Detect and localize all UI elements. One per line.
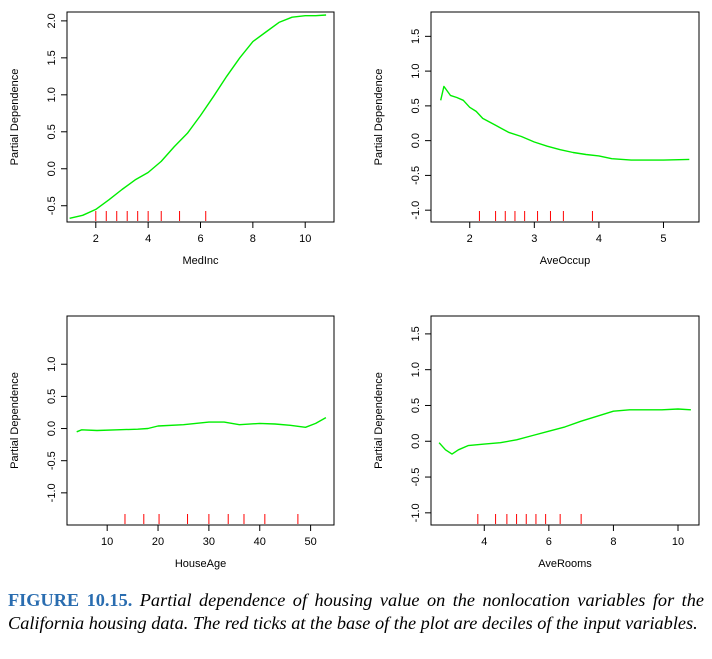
y-tick-label: 0.0 [410, 434, 422, 449]
y-tick-label: -0.5 [46, 196, 58, 215]
panel-3: 10 20 30 40 50 -1.0 -0.5 0.0 0.5 1.0 HouseAge Parti… [9, 315, 335, 570]
x-tick-label: 50 [304, 536, 316, 548]
x-axis-label: AveOccup [540, 255, 591, 267]
partial-dependence-line [76, 416, 327, 433]
y-tick-label: -1.0 [410, 503, 422, 522]
y-tick-label: 0.0 [46, 161, 58, 176]
y-axis-label: Partial Dependence [9, 69, 21, 166]
y-axis-label: Partial Dependence [373, 69, 385, 166]
x-tick-label: 8 [610, 536, 616, 548]
y-tick-label: 0.0 [410, 133, 422, 148]
x-tick-label: 10 [101, 536, 113, 548]
caption-label: FIGURE 10.15. [8, 590, 133, 610]
x-tick-label: 10 [299, 233, 311, 245]
y-axis-label: Partial Dependence [9, 372, 21, 469]
x-tick-label: 10 [672, 536, 684, 548]
x-tick-label: 4 [481, 536, 487, 548]
plot-frame [66, 11, 335, 223]
y-tick-label: 1.0 [410, 362, 422, 377]
x-tick-label: 4 [596, 233, 602, 245]
y-tick-label: 2.0 [46, 13, 58, 28]
y-axis-label: Partial Dependence [373, 372, 385, 469]
plot-frame [430, 11, 700, 223]
y-tick-label: -0.5 [46, 451, 58, 470]
y-tick-label: 1.0 [410, 63, 422, 78]
x-axis-label: AveRooms [538, 558, 592, 570]
x-tick-label: 5 [660, 233, 666, 245]
y-tick-label: 0.5 [46, 124, 58, 139]
x-tick-label: 20 [152, 536, 164, 548]
x-tick-label: 6 [197, 233, 203, 245]
x-tick-label: 2 [93, 233, 99, 245]
figure-plots: 2 4 6 8 10 -0.5 0.0 0.5 1.0 1.5 2.0 MedInc Partial D… [9, 11, 700, 570]
x-axis-label: HouseAge [175, 558, 226, 570]
panel-1: 2 4 6 8 10 -0.5 0.0 0.5 1.0 1.5 2.0 MedInc Partial D… [9, 11, 335, 267]
y-tick-label: 1.0 [46, 87, 58, 102]
x-tick-label: 8 [250, 233, 256, 245]
y-tick-label: -1.0 [46, 483, 58, 502]
figure-caption: FIGURE 10.15. Partial dependence of hous… [8, 589, 704, 635]
y-tick-label: 0.5 [410, 98, 422, 113]
x-axis-label: MedInc [182, 255, 219, 267]
partial-dependence-line [438, 408, 691, 455]
partial-dependence-line [69, 14, 327, 219]
x-tick-label: 6 [546, 536, 552, 548]
y-tick-label: 0.5 [46, 389, 58, 404]
x-tick-label: 30 [203, 536, 215, 548]
panel-4: 4 6 8 10 -1.0 -0.5 0.0 0.5 1.0 1.5 AveRooms Partial… [373, 315, 700, 570]
plot-frame [430, 315, 700, 526]
panel-2: 2 3 4 5 -1.0 -0.5 0.0 0.5 1.0 1.5 AveOccup Partial … [373, 11, 700, 267]
y-tick-label: 1.5 [410, 29, 422, 44]
x-tick-label: 40 [254, 536, 266, 548]
y-tick-label: 0.5 [410, 398, 422, 413]
caption-text: Partial dependence of housing value on t… [8, 590, 704, 633]
partial-dependence-line [440, 85, 690, 161]
y-tick-label: 1.5 [46, 50, 58, 65]
x-tick-label: 4 [145, 233, 151, 245]
y-tick-label: 1.5 [410, 326, 422, 341]
y-tick-label: -0.5 [410, 468, 422, 487]
y-tick-label: 1.0 [46, 357, 58, 372]
x-tick-label: 3 [531, 233, 537, 245]
x-tick-label: 2 [467, 233, 473, 245]
plot-frame [66, 315, 335, 526]
y-tick-label: 0.0 [46, 421, 58, 436]
y-tick-label: -0.5 [410, 166, 422, 185]
y-tick-label: -1.0 [410, 201, 422, 220]
